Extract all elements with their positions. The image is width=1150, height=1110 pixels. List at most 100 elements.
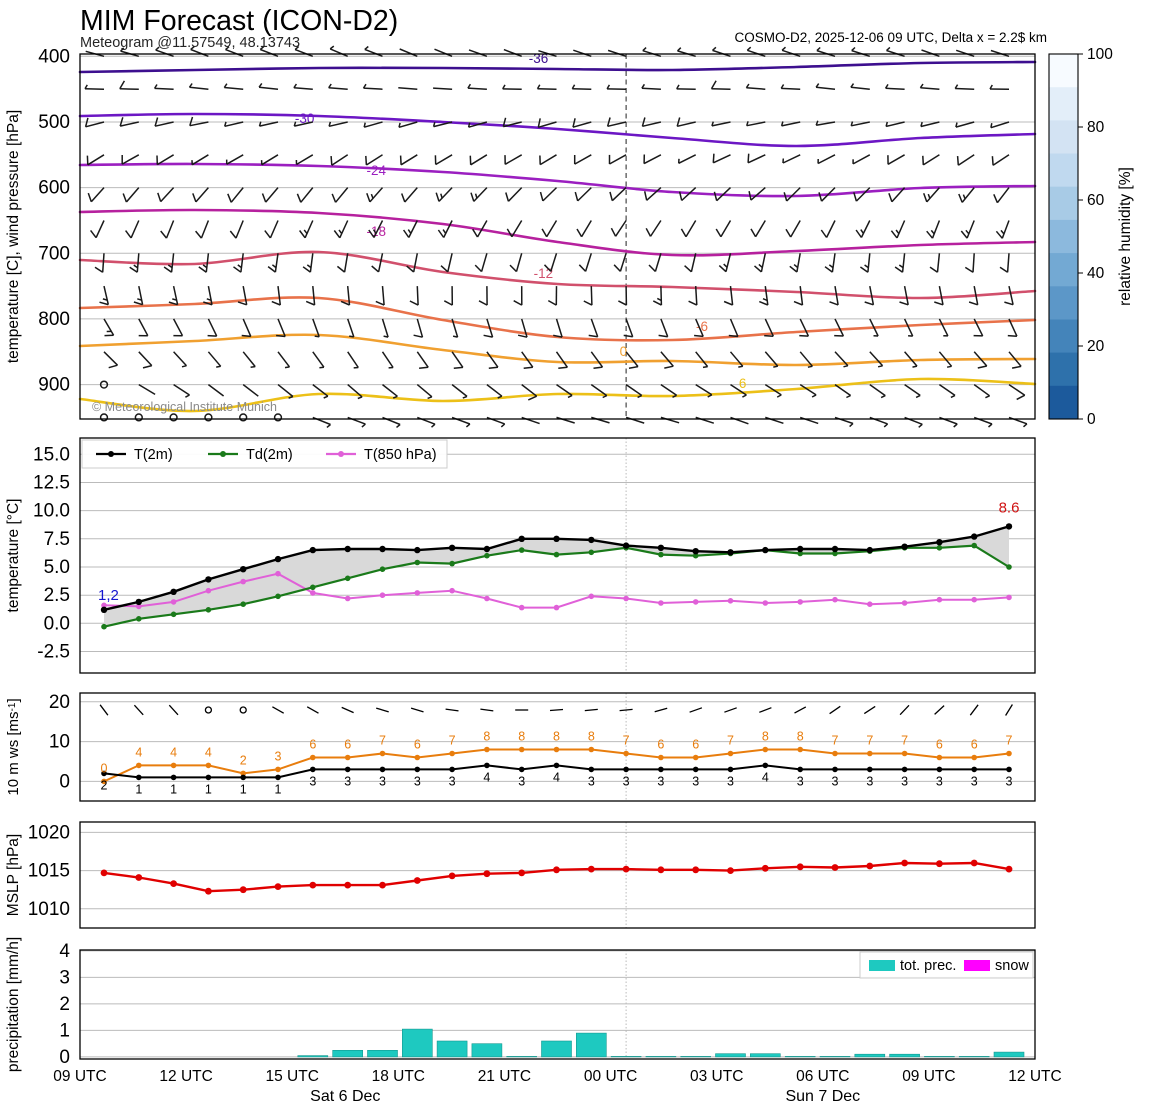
svg-text:8: 8 xyxy=(483,730,490,744)
svg-text:8.6: 8.6 xyxy=(999,499,1020,516)
svg-text:tot. prec.: tot. prec. xyxy=(900,958,956,974)
svg-text:T(2m): T(2m) xyxy=(134,447,173,463)
svg-text:0: 0 xyxy=(59,1047,70,1068)
svg-text:00 UTC: 00 UTC xyxy=(584,1068,637,1085)
svg-text:12.5: 12.5 xyxy=(33,473,70,494)
svg-text:-24: -24 xyxy=(367,163,387,178)
svg-text:3: 3 xyxy=(449,774,456,788)
svg-text:15 UTC: 15 UTC xyxy=(265,1068,318,1085)
svg-text:Td(2m): Td(2m) xyxy=(246,447,293,463)
svg-text:600: 600 xyxy=(38,178,70,199)
svg-text:12 UTC: 12 UTC xyxy=(159,1068,212,1085)
svg-text:40: 40 xyxy=(1087,265,1105,282)
svg-text:4: 4 xyxy=(205,745,212,759)
svg-text:10 m ws [ms-1]: 10 m ws [ms-1] xyxy=(5,698,22,795)
svg-text:3: 3 xyxy=(588,774,595,788)
svg-text:15.0: 15.0 xyxy=(33,444,70,465)
svg-text:18 UTC: 18 UTC xyxy=(372,1068,425,1085)
svg-text:0: 0 xyxy=(101,761,108,775)
svg-text:8: 8 xyxy=(518,730,525,744)
svg-text:7.5: 7.5 xyxy=(44,529,70,550)
svg-text:20: 20 xyxy=(1087,338,1105,355)
svg-text:MSLP [hPa]: MSLP [hPa] xyxy=(5,834,22,916)
svg-text:1015: 1015 xyxy=(28,861,70,882)
svg-text:1020: 1020 xyxy=(28,822,70,843)
svg-text:10.0: 10.0 xyxy=(33,501,70,522)
svg-text:100: 100 xyxy=(1087,46,1113,63)
svg-text:3: 3 xyxy=(379,774,386,788)
svg-text:4: 4 xyxy=(170,745,177,759)
svg-text:3: 3 xyxy=(936,774,943,788)
svg-text:3: 3 xyxy=(797,774,804,788)
svg-text:3: 3 xyxy=(275,749,282,763)
svg-text:5.0: 5.0 xyxy=(44,557,70,578)
svg-text:4: 4 xyxy=(762,770,769,784)
svg-text:2: 2 xyxy=(59,994,70,1015)
svg-text:6: 6 xyxy=(971,738,978,752)
svg-text:-2.5: -2.5 xyxy=(37,642,70,663)
svg-text:7: 7 xyxy=(901,734,908,748)
svg-text:0: 0 xyxy=(1087,411,1096,428)
svg-text:© Meteorological Institute Mun: © Meteorological Institute Munich xyxy=(92,400,277,414)
svg-text:2: 2 xyxy=(240,753,247,767)
svg-text:7: 7 xyxy=(832,734,839,748)
svg-text:Sun 7 Dec: Sun 7 Dec xyxy=(785,1088,860,1105)
svg-text:6: 6 xyxy=(344,738,351,752)
svg-text:3: 3 xyxy=(414,774,421,788)
svg-text:8: 8 xyxy=(762,730,769,744)
svg-text:3: 3 xyxy=(971,774,978,788)
svg-text:0.0: 0.0 xyxy=(44,613,70,634)
svg-text:12 UTC: 12 UTC xyxy=(1008,1068,1061,1085)
svg-text:4: 4 xyxy=(135,745,142,759)
svg-text:3: 3 xyxy=(901,774,908,788)
svg-text:6: 6 xyxy=(739,376,747,391)
svg-text:1,2: 1,2 xyxy=(98,587,119,604)
svg-text:8: 8 xyxy=(797,730,804,744)
svg-text:80: 80 xyxy=(1087,119,1105,136)
svg-text:0: 0 xyxy=(620,344,628,359)
svg-text:1: 1 xyxy=(170,782,177,796)
svg-text:6: 6 xyxy=(657,738,664,752)
svg-text:relative humidity [%]: relative humidity [%] xyxy=(1117,167,1134,306)
svg-text:Sat 6 Dec: Sat 6 Dec xyxy=(310,1088,380,1105)
svg-text:6: 6 xyxy=(936,738,943,752)
svg-text:3: 3 xyxy=(59,967,70,988)
svg-text:2.5: 2.5 xyxy=(44,585,70,606)
svg-text:900: 900 xyxy=(38,375,70,396)
svg-text:temperature [°C]: temperature [°C] xyxy=(5,499,22,613)
svg-text:4: 4 xyxy=(483,770,490,784)
svg-text:7: 7 xyxy=(1006,734,1013,748)
svg-text:60: 60 xyxy=(1087,192,1105,209)
svg-text:1: 1 xyxy=(275,782,282,796)
svg-text:7: 7 xyxy=(727,734,734,748)
svg-text:3: 3 xyxy=(692,774,699,788)
svg-text:4: 4 xyxy=(553,770,560,784)
svg-text:09 UTC: 09 UTC xyxy=(902,1068,955,1085)
svg-text:3: 3 xyxy=(623,774,630,788)
svg-text:1: 1 xyxy=(135,782,142,796)
svg-text:7: 7 xyxy=(866,734,873,748)
svg-text:7: 7 xyxy=(379,734,386,748)
svg-text:1: 1 xyxy=(59,1020,70,1041)
svg-text:7: 7 xyxy=(623,734,630,748)
svg-text:6: 6 xyxy=(414,738,421,752)
svg-text:10: 10 xyxy=(49,732,70,753)
svg-text:700: 700 xyxy=(38,243,70,264)
svg-text:3: 3 xyxy=(344,774,351,788)
svg-text:03 UTC: 03 UTC xyxy=(690,1068,743,1085)
svg-text:1: 1 xyxy=(240,782,247,796)
svg-text:0: 0 xyxy=(59,771,70,792)
svg-text:2: 2 xyxy=(101,778,108,792)
svg-text:06 UTC: 06 UTC xyxy=(796,1068,849,1085)
svg-text:800: 800 xyxy=(38,309,70,330)
svg-text:T(850 hPa): T(850 hPa) xyxy=(364,447,437,463)
svg-text:500: 500 xyxy=(38,112,70,133)
svg-text:COSMO-D2, 2025-12-06 09 UTC, D: COSMO-D2, 2025-12-06 09 UTC, Delta x = 2… xyxy=(735,30,1048,45)
svg-text:-12: -12 xyxy=(534,266,554,281)
svg-text:3: 3 xyxy=(832,774,839,788)
svg-text:6: 6 xyxy=(309,738,316,752)
svg-text:400: 400 xyxy=(38,46,70,67)
svg-text:21 UTC: 21 UTC xyxy=(478,1068,531,1085)
svg-text:20: 20 xyxy=(49,692,70,713)
svg-text:MIM Forecast (ICON-D2): MIM Forecast (ICON-D2) xyxy=(80,5,398,37)
